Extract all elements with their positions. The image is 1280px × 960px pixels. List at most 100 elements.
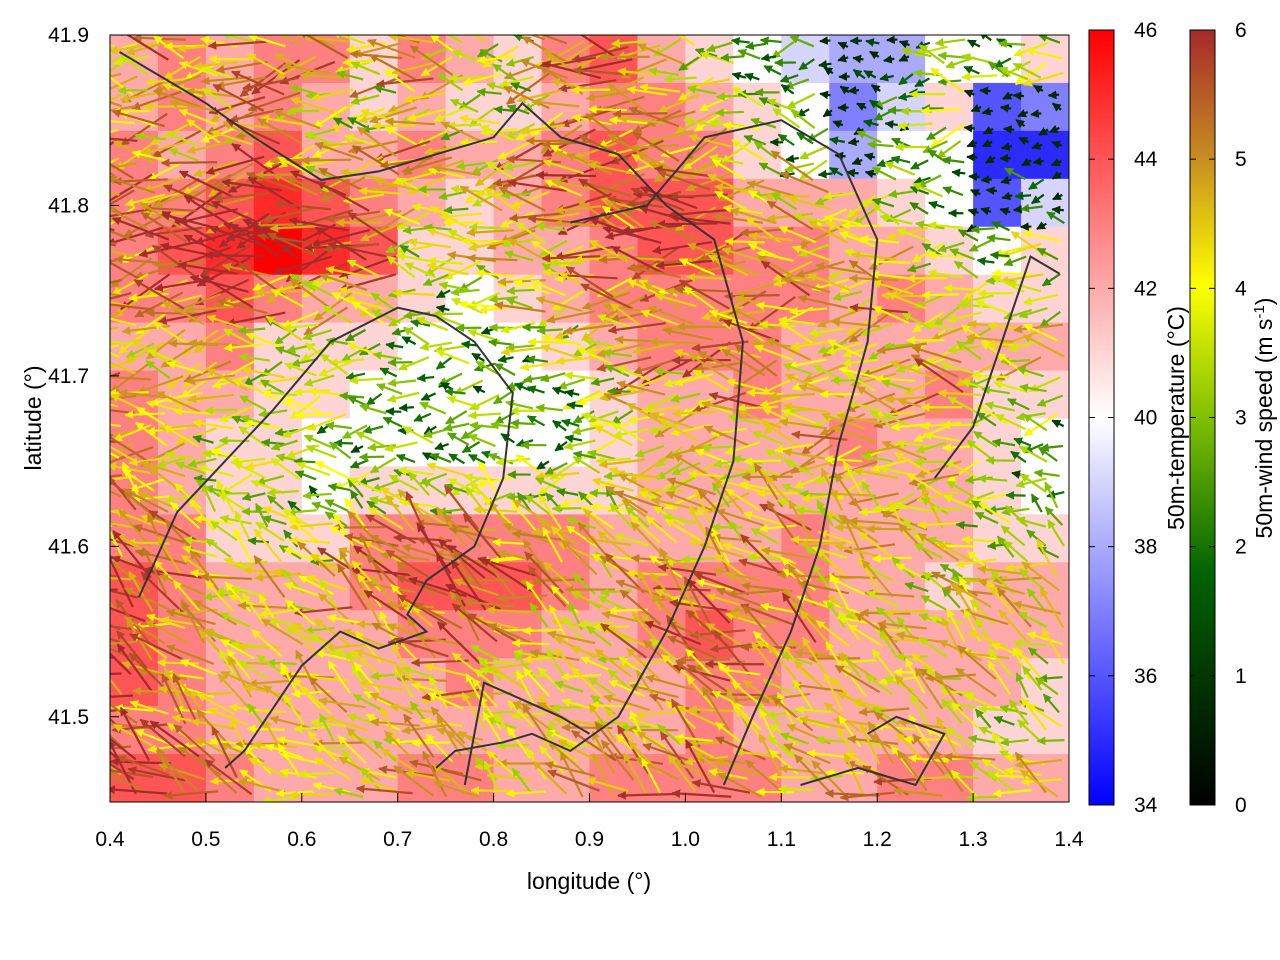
wind-arrow xyxy=(588,488,617,498)
wind-arrow xyxy=(358,452,385,462)
wind-arrow xyxy=(511,638,550,648)
wind-arrow xyxy=(293,457,317,466)
wind-arrow xyxy=(448,73,484,83)
temperature-colorbar-tick-label: 46 xyxy=(1134,19,1157,42)
wind-arrow xyxy=(300,156,352,165)
wind-arrow xyxy=(724,237,766,246)
heatmap-cell xyxy=(301,610,351,659)
wind-colorbar-tick-label: 1 xyxy=(1235,665,1247,688)
wind-arrow xyxy=(297,769,334,779)
wind-arrow xyxy=(110,228,115,232)
heatmap-cell xyxy=(349,418,399,468)
wind-arrow xyxy=(535,170,597,180)
wind-arrow xyxy=(551,504,583,513)
wind-arrow xyxy=(619,722,652,732)
wind-arrow xyxy=(921,290,960,300)
wind-arrow xyxy=(117,86,149,95)
wind-arrow xyxy=(1051,205,1064,215)
wind-arrow xyxy=(852,54,864,64)
wind-arrow xyxy=(110,440,118,443)
heatmap-cell xyxy=(973,178,1022,228)
wind-arrow xyxy=(886,35,898,45)
temperature-colorbar-label: 50m-temperature (°C) xyxy=(1163,306,1189,530)
wind-arrow xyxy=(963,123,975,133)
wind-arrow xyxy=(799,539,846,549)
wind-arrow xyxy=(700,443,733,453)
y-axis: 41.5 41.6 41.7 41.8 41.9 xyxy=(48,24,119,729)
wind-arrow xyxy=(869,257,910,267)
wind-arrow xyxy=(510,418,536,428)
wind-arrow xyxy=(1012,91,1025,101)
heatmap-cell xyxy=(1021,82,1069,132)
wind-arrow xyxy=(777,784,814,794)
heatmap-cell xyxy=(925,82,974,132)
wind-colorbar-label-sup: -1 xyxy=(1251,305,1268,318)
temperature-colorbar-tick-label: 38 xyxy=(1134,536,1157,559)
wind-arrow xyxy=(231,743,269,753)
heatmap-cell xyxy=(1021,562,1069,611)
wind-arrow xyxy=(724,291,780,301)
wind-arrow xyxy=(979,86,991,96)
temperature-colorbar-tick-label: 36 xyxy=(1134,665,1157,688)
temperature-colorbar-tick-label: 34 xyxy=(1134,794,1158,817)
wind-arrow xyxy=(715,108,744,118)
heatmap-cell xyxy=(1021,370,1069,420)
wind-arrow xyxy=(908,88,926,97)
heatmap-cell xyxy=(445,130,495,180)
heatmap-cell xyxy=(973,514,1022,563)
wind-arrow xyxy=(521,626,562,636)
y-tick-label: 41.5 xyxy=(48,706,89,729)
y-tick-label: 41.8 xyxy=(48,194,89,217)
wind-arrow xyxy=(715,92,746,101)
wind-arrow xyxy=(110,794,115,798)
wind-arrow xyxy=(470,786,513,795)
wind-arrow xyxy=(676,322,727,331)
wind-colorbar-label: 50m-wind speed (m s-1) xyxy=(1251,298,1278,539)
wind-arrow xyxy=(638,486,684,495)
wind-arrow xyxy=(110,139,117,146)
heatmap-cell xyxy=(1021,178,1069,228)
heatmap-cell xyxy=(829,610,878,659)
wind-arrow xyxy=(145,308,199,318)
heatmap-cell xyxy=(541,274,591,324)
wind-arrow xyxy=(1002,125,1015,134)
wind-arrow xyxy=(156,658,199,668)
x-tick-label: 1.1 xyxy=(767,828,796,851)
wind-arrow xyxy=(160,158,218,168)
wind-arrow xyxy=(288,790,333,800)
wind-arrow xyxy=(252,220,303,230)
heatmap-cell xyxy=(1021,274,1069,324)
temperature-colorbar-tick-label: 44 xyxy=(1134,148,1158,171)
wind-arrow xyxy=(110,656,116,659)
wind-colorbar-tick-label: 4 xyxy=(1235,277,1247,300)
wind-arrow xyxy=(677,655,731,665)
heatmap-cell xyxy=(877,514,926,563)
wind-arrow xyxy=(688,705,734,715)
heatmap-cell xyxy=(733,82,782,132)
x-tick-label: 0.4 xyxy=(95,828,125,851)
y-tick-label: 41.7 xyxy=(48,365,89,388)
wind-arrow xyxy=(949,574,981,584)
wind-arrow xyxy=(110,259,117,263)
wind-colorbar-tick-label: 6 xyxy=(1235,19,1247,42)
wind-colorbar-tick-label: 2 xyxy=(1235,536,1247,559)
wind-arrow xyxy=(110,390,117,394)
temperature-colorbar-tick-label: 40 xyxy=(1134,407,1157,430)
wind-arrow xyxy=(204,406,238,415)
heatmap-cell xyxy=(925,130,974,180)
x-tick-label: 0.8 xyxy=(479,828,508,851)
wind-arrow xyxy=(496,741,530,751)
heatmap-cell xyxy=(781,514,830,563)
x-tick-label: 0.9 xyxy=(575,828,604,851)
wind-arrow xyxy=(664,557,700,567)
wind-colorbar-label-end: ) xyxy=(1251,298,1277,306)
wind-colorbar-tick-label: 5 xyxy=(1235,148,1247,171)
wind-arrow xyxy=(1030,109,1042,118)
temperature-colorbar: 34 36 38 40 42 44 46 50m-temperature (°C) xyxy=(1088,19,1189,817)
wind-arrow xyxy=(989,250,1010,260)
wind-arrow xyxy=(468,222,502,232)
heatmap-cell xyxy=(925,658,974,707)
wind-colorbar-label-main: 50m-wind speed (m s xyxy=(1251,319,1277,539)
wind-arrow xyxy=(110,588,118,591)
heatmap-cell xyxy=(445,226,495,276)
